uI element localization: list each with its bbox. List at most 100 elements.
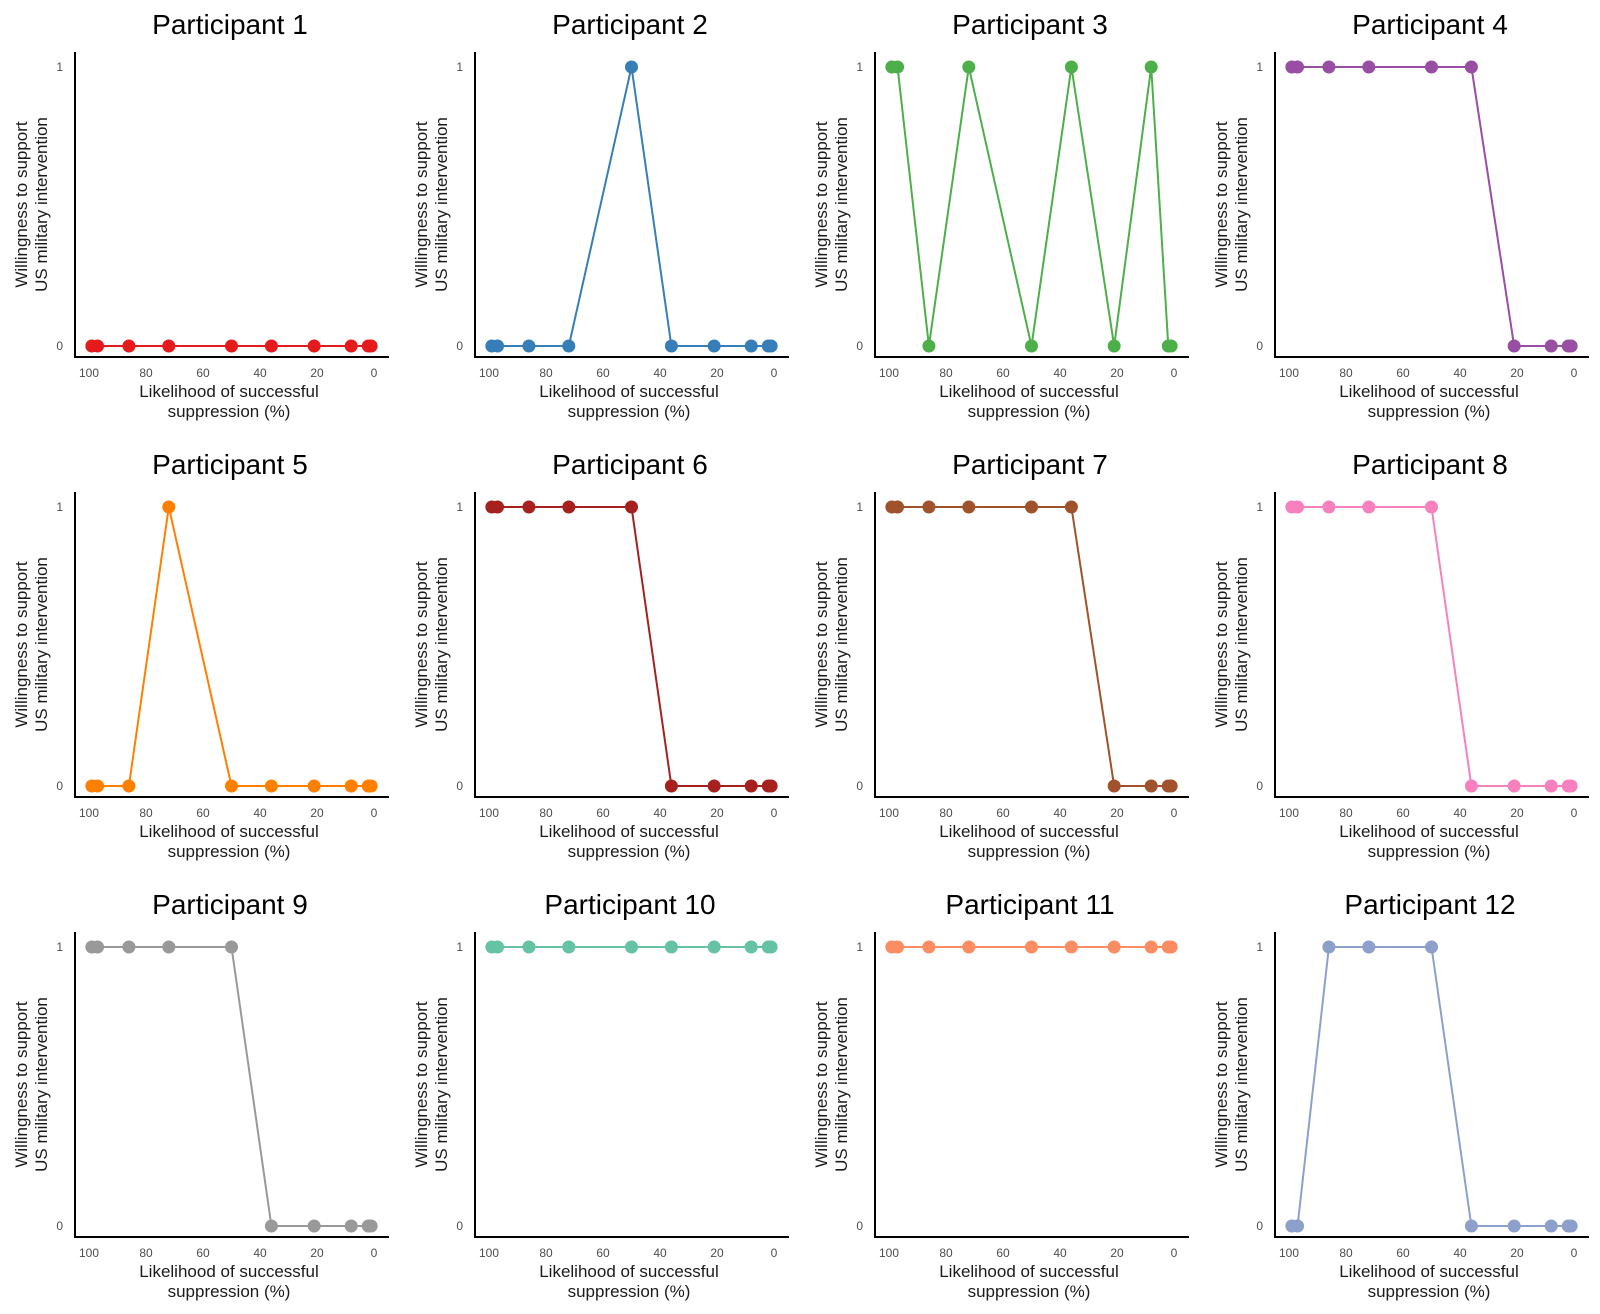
y-tick-label: 0 bbox=[856, 1219, 863, 1233]
data-point bbox=[891, 60, 905, 74]
x-tick-label: 100 bbox=[79, 1246, 99, 1260]
x-tick-label: 80 bbox=[139, 806, 153, 820]
x-tick-label: 20 bbox=[310, 1246, 324, 1260]
data-point bbox=[91, 779, 105, 793]
data-point bbox=[491, 500, 505, 514]
x-tick-label: 80 bbox=[539, 366, 553, 380]
y-tick-label: 0 bbox=[56, 1219, 63, 1233]
x-tick-label: 40 bbox=[253, 366, 267, 380]
data-point bbox=[1107, 339, 1121, 353]
panel-title: Participant 10 bbox=[544, 889, 715, 920]
x-tick-label: 0 bbox=[371, 1246, 378, 1260]
data-point bbox=[307, 779, 321, 793]
data-point bbox=[1064, 500, 1078, 514]
x-tick-label: 0 bbox=[371, 366, 378, 380]
panel-participant-10: Participant 10 0 1 100 80 60 40 20 0 Likelihood o… bbox=[412, 889, 789, 1301]
y-axis-label: Willingness to supportUS military interv… bbox=[812, 557, 851, 732]
y-axis-label: Willingness to supportUS military interv… bbox=[412, 117, 451, 292]
y-tick-label: 1 bbox=[56, 60, 63, 74]
data-point bbox=[162, 940, 176, 954]
data-point bbox=[1507, 339, 1521, 353]
data-point bbox=[1322, 940, 1336, 954]
x-axis-label: Likelihood of successful suppression (%) bbox=[539, 822, 719, 861]
x-tick-label: 60 bbox=[596, 366, 610, 380]
series-line bbox=[891, 66, 1172, 347]
data-point bbox=[1164, 940, 1178, 954]
data-point bbox=[891, 500, 905, 514]
x-tick-label: 20 bbox=[310, 806, 324, 820]
data-point bbox=[562, 940, 576, 954]
x-tick-label: 80 bbox=[939, 806, 953, 820]
x-tick-label: 60 bbox=[196, 366, 210, 380]
axis-lines bbox=[474, 52, 789, 358]
data-point bbox=[1464, 60, 1478, 74]
data-point bbox=[307, 339, 321, 353]
x-tick-label: 20 bbox=[1110, 806, 1124, 820]
data-point bbox=[562, 339, 576, 353]
x-tick-label: 0 bbox=[771, 806, 778, 820]
data-point bbox=[1064, 940, 1078, 954]
x-tick-label: 0 bbox=[771, 366, 778, 380]
data-point bbox=[225, 940, 238, 954]
panel-participant-6: Participant 6 0 1 100 80 60 40 20 0 Likelihood of… bbox=[412, 449, 789, 861]
data-point bbox=[1425, 940, 1438, 954]
data-point bbox=[364, 1219, 378, 1233]
x-tick-label: 60 bbox=[196, 1246, 210, 1260]
data-point bbox=[1107, 940, 1121, 954]
panel-participant-2: Participant 2 0 1 100 80 60 40 20 0 Likelihood of… bbox=[412, 9, 789, 421]
data-point bbox=[1025, 940, 1038, 954]
panel-participant-11: Participant 11 0 1 100 80 60 40 20 0 Likelihood o… bbox=[812, 889, 1189, 1301]
x-tick-label: 40 bbox=[653, 806, 667, 820]
x-tick-label: 40 bbox=[1053, 806, 1067, 820]
x-tick-label: 40 bbox=[253, 1246, 267, 1260]
series-line bbox=[891, 506, 1172, 787]
panel-title: Participant 8 bbox=[1352, 449, 1508, 480]
series-line bbox=[1291, 66, 1572, 347]
data-point bbox=[364, 339, 378, 353]
y-tick-label: 0 bbox=[456, 339, 463, 353]
data-point bbox=[225, 339, 238, 353]
data-point bbox=[1107, 779, 1121, 793]
data-point bbox=[1144, 60, 1158, 74]
data-point bbox=[744, 339, 758, 353]
y-tick-label: 1 bbox=[1256, 60, 1263, 74]
x-tick-label: 40 bbox=[1453, 366, 1467, 380]
data-point bbox=[364, 779, 378, 793]
data-point bbox=[162, 339, 176, 353]
x-tick-label: 0 bbox=[1171, 366, 1178, 380]
x-tick-label: 60 bbox=[1396, 806, 1410, 820]
x-axis-label: Likelihood of successful suppression (%) bbox=[539, 382, 719, 421]
x-tick-label: 100 bbox=[79, 806, 99, 820]
x-tick-label: 80 bbox=[139, 1246, 153, 1260]
x-tick-label: 100 bbox=[1279, 806, 1299, 820]
x-tick-label: 0 bbox=[1571, 806, 1578, 820]
axis-lines bbox=[1274, 492, 1589, 798]
axis-lines bbox=[74, 52, 389, 358]
y-axis-label: Willingness to supportUS military interv… bbox=[12, 997, 51, 1172]
data-point bbox=[264, 779, 278, 793]
data-point bbox=[744, 779, 758, 793]
data-point bbox=[562, 500, 576, 514]
panel-title: Participant 6 bbox=[552, 449, 708, 480]
y-tick-label: 0 bbox=[456, 1219, 463, 1233]
panel-title: Participant 4 bbox=[1352, 9, 1508, 40]
x-tick-label: 100 bbox=[879, 1246, 899, 1260]
data-point bbox=[491, 339, 505, 353]
data-point bbox=[1425, 60, 1438, 74]
data-point bbox=[1322, 500, 1336, 514]
data-point bbox=[1464, 779, 1478, 793]
y-tick-label: 1 bbox=[456, 500, 463, 514]
y-tick-label: 1 bbox=[456, 940, 463, 954]
panel-title: Participant 11 bbox=[945, 889, 1114, 920]
x-tick-label: 100 bbox=[1279, 1246, 1299, 1260]
data-point bbox=[1164, 779, 1178, 793]
data-point bbox=[1291, 1219, 1305, 1233]
data-point bbox=[1464, 1219, 1478, 1233]
x-tick-label: 0 bbox=[1171, 806, 1178, 820]
data-point bbox=[891, 940, 905, 954]
x-tick-label: 40 bbox=[253, 806, 267, 820]
data-point bbox=[1064, 60, 1078, 74]
panel-title: Participant 3 bbox=[952, 9, 1108, 40]
data-point bbox=[1025, 500, 1038, 514]
data-point bbox=[707, 339, 721, 353]
